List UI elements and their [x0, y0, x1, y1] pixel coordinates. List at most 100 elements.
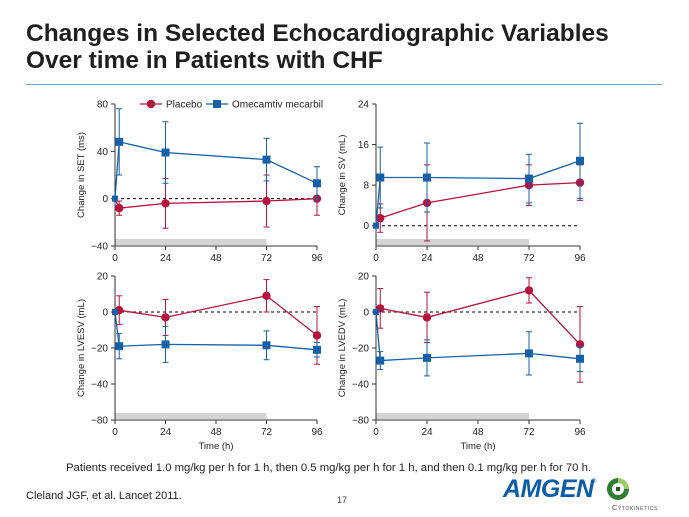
omecamtiv-point — [262, 155, 271, 164]
cytokinetics-logo-icon — [607, 478, 629, 500]
placebo-point — [161, 199, 170, 208]
omecamtiv-point — [161, 340, 170, 349]
y-tick-label: 16 — [358, 140, 370, 151]
infusion-period-bar — [376, 413, 529, 419]
amgen-registered-mark: ® — [592, 479, 597, 485]
page-number: 17 — [337, 495, 348, 505]
y-axis-label: Change in LVEDV (mL) — [337, 299, 348, 398]
y-tick-label: 20 — [97, 272, 109, 283]
omecamtiv-line — [114, 141, 318, 199]
legend-placebo-label: Placebo — [166, 100, 203, 111]
omecamtiv-line — [375, 311, 581, 362]
y-tick-label: 8 — [363, 181, 369, 192]
placebo-point — [312, 331, 322, 340]
y-axis-label: Change in LVESV (mL) — [76, 299, 87, 397]
omecamtiv-point — [376, 356, 385, 365]
x-tick-label: 48 — [472, 427, 484, 438]
y-tick-label: 20 — [358, 272, 370, 283]
y-tick-label: −20 — [91, 344, 108, 355]
omecamtiv-point — [376, 173, 385, 182]
y-tick-label: 0 — [363, 221, 369, 232]
omecamtiv-point — [525, 349, 533, 358]
omecamtiv-point — [262, 341, 271, 350]
omecamtiv-point — [576, 156, 584, 165]
y-tick-label: 0 — [363, 308, 369, 319]
omecamtiv-point — [115, 342, 124, 351]
x-tick-label: 0 — [112, 253, 118, 264]
omecamtiv-point — [161, 148, 170, 157]
x-tick-label: 72 — [523, 253, 535, 264]
omecamtiv-line — [114, 311, 318, 351]
y-tick-label: −40 — [91, 380, 108, 391]
placebo-line — [114, 198, 318, 209]
chart-legend: Placebo Omecamtiv mecarbil — [140, 100, 323, 111]
placebo-point — [115, 203, 124, 213]
omecamtiv-point — [373, 309, 379, 315]
placebo-point — [262, 291, 271, 300]
dosing-footnote: Patients received 1.0 mg/kg per h for 1 … — [66, 462, 591, 474]
infusion-period-bar — [376, 239, 529, 245]
x-tick-label: 24 — [160, 253, 172, 264]
omecamtiv-point — [313, 345, 321, 354]
x-tick-label: 48 — [472, 253, 484, 264]
y-axis-label: Change in SV (mL) — [337, 135, 348, 216]
infusion-period-bar — [115, 239, 267, 245]
title-line-2: Over time in Patients with CHF — [26, 47, 383, 74]
cytokinetics-logo-text: Cytokinetics — [612, 503, 658, 512]
omecamtiv-point — [112, 195, 118, 202]
x-axis-label: Time (h) — [198, 441, 233, 452]
y-tick-label: 24 — [358, 100, 370, 111]
x-axis-label: Time (h) — [460, 441, 495, 452]
placebo-line — [114, 295, 318, 336]
omecamtiv-point — [525, 174, 533, 183]
omecamtiv-point — [423, 353, 431, 362]
x-tick-label: 72 — [261, 253, 273, 264]
omecamtiv-point — [115, 137, 124, 146]
x-tick-label: 72 — [261, 427, 273, 438]
infusion-period-bar — [115, 413, 267, 419]
amgen-logo: AMGEN — [503, 475, 594, 503]
y-tick-label: −80 — [352, 416, 369, 427]
chart-set: 80 40 0 −40 0 24 48 72 96 Change in SET (ms) Place… — [76, 100, 323, 265]
title-line-1: Changes in Selected Echocardiographic Va… — [26, 20, 609, 47]
title-rule — [26, 84, 662, 85]
x-tick-label: 24 — [160, 427, 172, 438]
x-tick-label: 24 — [421, 427, 433, 438]
omecamtiv-point — [576, 354, 584, 363]
y-tick-label: −80 — [91, 416, 108, 427]
omecamtiv-line — [375, 160, 581, 226]
omecamtiv-point — [373, 222, 379, 229]
chart-lvesv: 20 0 −20 −40 −80 0 24 48 72 96 Time (h) Change in L… — [76, 272, 323, 453]
y-tick-label: 0 — [102, 308, 108, 319]
citation: Cleland JGF, et al. Lancet 2011. — [26, 490, 182, 502]
x-tick-label: 96 — [574, 253, 586, 264]
placebo-line — [375, 289, 581, 345]
x-tick-label: 96 — [311, 253, 323, 264]
legend-placebo-marker — [146, 99, 156, 109]
y-tick-label: 0 — [102, 194, 108, 205]
x-tick-label: 96 — [574, 427, 586, 438]
placebo-point — [161, 313, 170, 322]
x-tick-label: 72 — [523, 427, 535, 438]
chart-sv: 24 16 8 0 0 24 48 72 96 Change in SV (mL) — [337, 100, 586, 265]
placebo-point — [376, 213, 385, 223]
x-tick-label: 96 — [311, 427, 323, 438]
x-tick-label: 48 — [210, 427, 222, 438]
x-tick-label: 0 — [373, 253, 379, 264]
placebo-point — [422, 313, 432, 322]
chart-lvedv: 20 0 −20 −40 −80 0 24 48 72 96 Time (h) Change in L… — [337, 272, 586, 453]
legend-omecamtiv-marker — [213, 100, 221, 108]
slide-title: Changes in Selected Echocardiographic Va… — [26, 20, 676, 74]
y-axis-label: Change in SET (ms) — [76, 132, 87, 218]
x-tick-label: 0 — [112, 427, 118, 438]
placebo-point — [262, 196, 271, 206]
placebo-point — [524, 286, 534, 295]
y-tick-label: −40 — [91, 242, 108, 253]
omecamtiv-point — [313, 179, 321, 188]
y-tick-label: 80 — [97, 100, 109, 111]
omecamtiv-point — [423, 173, 431, 182]
y-tick-label: −40 — [352, 380, 369, 391]
legend-omecamtiv-label: Omecamtiv mecarbil — [232, 100, 323, 111]
y-tick-label: 40 — [97, 147, 109, 158]
